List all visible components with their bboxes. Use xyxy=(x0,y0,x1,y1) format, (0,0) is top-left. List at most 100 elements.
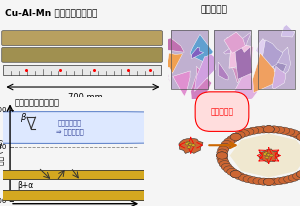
Text: 温度 (°C): 温度 (°C) xyxy=(0,138,5,165)
Circle shape xyxy=(217,152,227,159)
Circle shape xyxy=(296,133,300,140)
Polygon shape xyxy=(259,149,279,163)
Polygon shape xyxy=(0,170,300,179)
Circle shape xyxy=(230,133,241,140)
Polygon shape xyxy=(271,47,291,81)
Polygon shape xyxy=(173,71,190,96)
Circle shape xyxy=(292,172,300,180)
Circle shape xyxy=(227,136,238,143)
Polygon shape xyxy=(0,170,300,179)
Circle shape xyxy=(243,176,254,183)
Polygon shape xyxy=(234,38,252,79)
Polygon shape xyxy=(224,32,245,53)
Circle shape xyxy=(279,177,290,184)
Polygon shape xyxy=(162,56,170,84)
Circle shape xyxy=(292,131,300,139)
FancyBboxPatch shape xyxy=(2,31,163,46)
Circle shape xyxy=(230,171,241,178)
Polygon shape xyxy=(253,53,280,93)
Text: 低温サイクル: 低温サイクル xyxy=(58,120,82,126)
Circle shape xyxy=(227,168,238,176)
Polygon shape xyxy=(231,67,242,83)
Circle shape xyxy=(267,154,271,156)
Text: 700 mm: 700 mm xyxy=(68,93,103,102)
Circle shape xyxy=(263,178,274,185)
Circle shape xyxy=(185,143,189,145)
Text: α相: α相 xyxy=(50,192,59,201)
Circle shape xyxy=(248,127,259,134)
Polygon shape xyxy=(281,25,295,37)
Circle shape xyxy=(186,141,190,144)
Polygon shape xyxy=(230,134,300,177)
Circle shape xyxy=(268,126,280,133)
Polygon shape xyxy=(261,40,283,68)
Polygon shape xyxy=(194,54,215,91)
Circle shape xyxy=(243,128,254,136)
Circle shape xyxy=(234,131,245,139)
Circle shape xyxy=(296,133,300,140)
Circle shape xyxy=(248,177,259,184)
Circle shape xyxy=(279,127,290,134)
Polygon shape xyxy=(163,38,184,52)
Circle shape xyxy=(238,130,249,137)
Polygon shape xyxy=(166,53,182,73)
Circle shape xyxy=(263,126,274,133)
Text: 740: 740 xyxy=(0,144,7,150)
Circle shape xyxy=(264,152,268,154)
Circle shape xyxy=(258,178,269,185)
Text: 方位マップ: 方位マップ xyxy=(201,5,228,14)
Circle shape xyxy=(217,155,228,162)
Polygon shape xyxy=(190,34,213,62)
Bar xyxy=(171,30,208,89)
FancyBboxPatch shape xyxy=(0,112,165,143)
Circle shape xyxy=(284,176,295,183)
Circle shape xyxy=(263,126,274,133)
Circle shape xyxy=(217,152,227,159)
Polygon shape xyxy=(218,62,228,80)
Circle shape xyxy=(253,126,264,133)
FancyBboxPatch shape xyxy=(2,47,163,62)
Circle shape xyxy=(253,178,264,185)
Bar xyxy=(258,30,295,89)
Circle shape xyxy=(218,146,229,153)
Circle shape xyxy=(274,178,285,185)
Polygon shape xyxy=(227,37,253,69)
Circle shape xyxy=(186,142,190,144)
Circle shape xyxy=(263,126,274,133)
Circle shape xyxy=(284,128,295,136)
Text: β+α: β+α xyxy=(17,181,33,190)
Circle shape xyxy=(221,140,232,148)
Bar xyxy=(214,30,251,89)
Polygon shape xyxy=(256,39,272,64)
FancyBboxPatch shape xyxy=(3,65,161,75)
Text: 異常粒成長: 異常粒成長 xyxy=(210,107,234,116)
Circle shape xyxy=(269,154,273,157)
Circle shape xyxy=(219,161,230,168)
Polygon shape xyxy=(272,62,286,83)
Circle shape xyxy=(230,171,241,178)
Bar xyxy=(258,30,295,89)
Circle shape xyxy=(296,171,300,178)
Polygon shape xyxy=(233,71,257,101)
Polygon shape xyxy=(191,66,212,104)
Circle shape xyxy=(238,174,249,181)
Circle shape xyxy=(258,126,269,133)
Circle shape xyxy=(230,171,241,178)
Circle shape xyxy=(263,178,274,185)
Text: β: β xyxy=(20,112,25,122)
Polygon shape xyxy=(179,138,203,153)
Circle shape xyxy=(274,126,285,133)
Circle shape xyxy=(224,166,235,173)
Polygon shape xyxy=(272,66,285,89)
Circle shape xyxy=(288,130,299,137)
Circle shape xyxy=(234,172,245,180)
Circle shape xyxy=(288,174,299,181)
Polygon shape xyxy=(192,47,204,59)
Polygon shape xyxy=(224,32,252,57)
Circle shape xyxy=(296,171,300,178)
Circle shape xyxy=(187,146,191,148)
Circle shape xyxy=(191,144,195,146)
Text: 500: 500 xyxy=(0,198,7,204)
Circle shape xyxy=(218,158,229,165)
Bar xyxy=(171,30,208,89)
